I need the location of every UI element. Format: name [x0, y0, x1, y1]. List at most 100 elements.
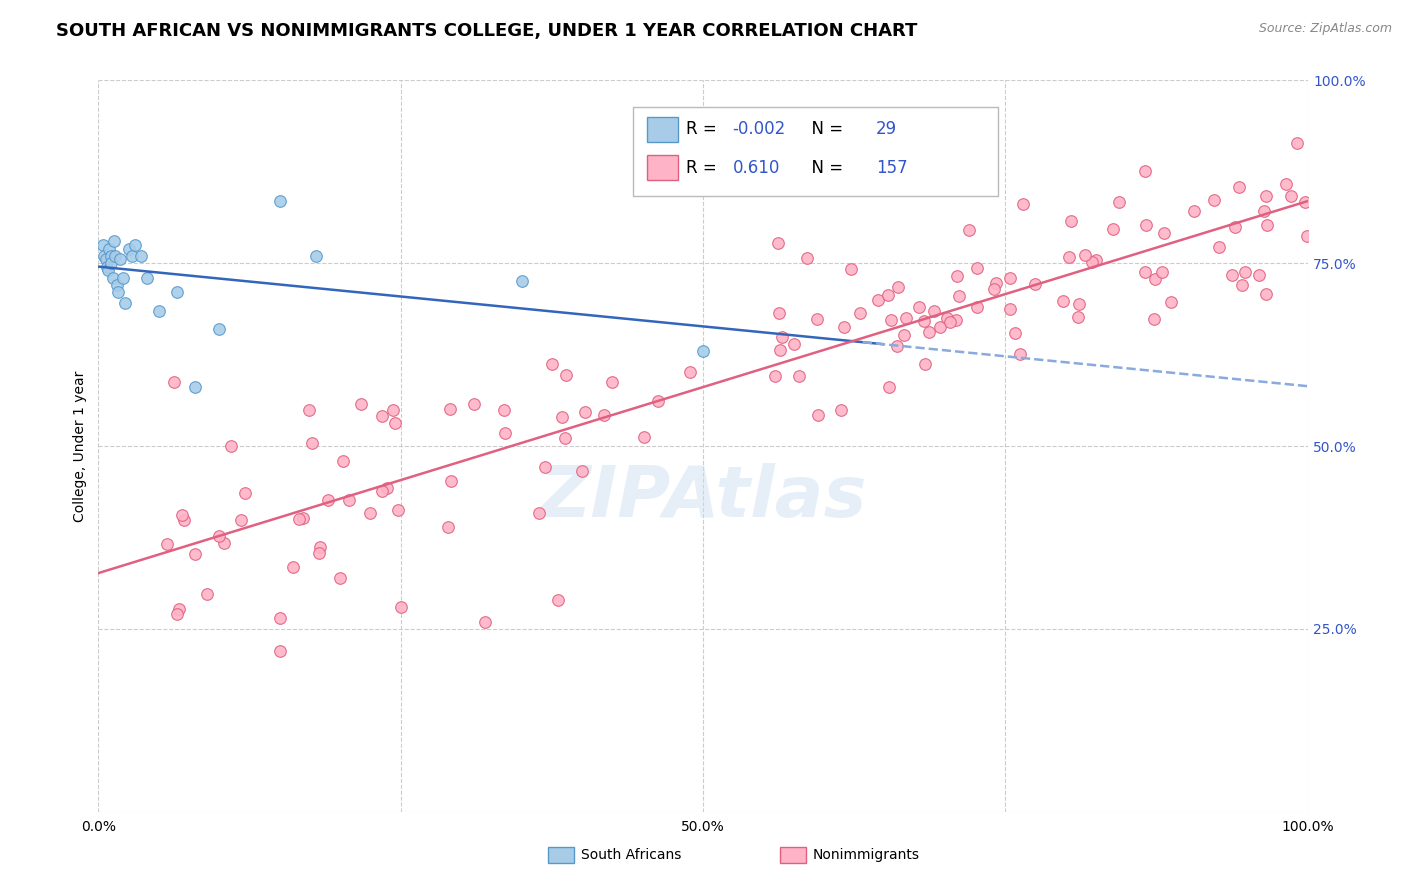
Point: [1052, 293, 1074, 308]
Point: [375, 481, 398, 495]
Point: [97, 263, 120, 277]
Point: [233, 486, 256, 500]
Point: [1004, 326, 1026, 340]
Point: [135, 270, 157, 285]
Point: [1253, 204, 1275, 219]
Point: [111, 270, 134, 285]
Text: 0.610: 0.610: [733, 159, 780, 177]
Point: [1233, 265, 1256, 279]
Point: [208, 322, 231, 336]
Point: [529, 506, 551, 520]
Point: [101, 270, 124, 285]
Point: [301, 436, 323, 450]
Point: [308, 546, 330, 560]
Point: [908, 301, 931, 315]
Point: [1254, 286, 1277, 301]
Point: [929, 319, 952, 334]
Point: [763, 369, 786, 384]
Text: R =: R =: [686, 120, 723, 138]
Point: [1294, 194, 1316, 209]
Point: [382, 402, 405, 417]
Point: [173, 513, 195, 527]
Point: [100, 256, 122, 270]
Point: [593, 408, 616, 422]
Point: [783, 337, 806, 351]
Point: [98, 242, 121, 256]
Point: [337, 492, 360, 507]
Point: [359, 506, 381, 520]
Point: [1222, 268, 1244, 282]
Point: [114, 296, 136, 310]
Text: N =: N =: [801, 120, 849, 138]
Point: [370, 484, 392, 499]
Point: [633, 429, 655, 443]
Point: [768, 306, 790, 320]
Point: [1135, 219, 1157, 233]
Point: [1012, 196, 1035, 211]
Point: [912, 314, 935, 328]
Point: [1249, 268, 1271, 282]
Point: [571, 465, 593, 479]
Point: [167, 602, 190, 616]
Point: [221, 440, 243, 454]
Point: [555, 368, 578, 382]
Point: [770, 329, 793, 343]
Point: [166, 285, 188, 300]
Point: [896, 310, 918, 325]
Point: [329, 571, 352, 585]
Point: [769, 343, 792, 357]
Point: [269, 644, 291, 658]
Point: [184, 547, 207, 561]
Point: [104, 249, 127, 263]
Text: ZIPAtlas: ZIPAtlas: [538, 463, 868, 532]
Point: [1069, 297, 1091, 311]
Point: [436, 520, 458, 534]
Point: [868, 293, 890, 308]
Point: [1133, 164, 1156, 178]
Y-axis label: College, Under 1 year: College, Under 1 year: [73, 370, 87, 522]
Point: [849, 305, 872, 319]
Text: R =: R =: [686, 159, 723, 177]
Point: [156, 537, 179, 551]
Point: [887, 280, 910, 294]
Point: [269, 194, 291, 208]
Point: [806, 312, 828, 326]
Point: [1227, 180, 1250, 194]
Point: [839, 262, 862, 277]
Point: [1295, 228, 1317, 243]
Text: SOUTH AFRICAN VS NONIMMIGRANTS COLLEGE, UNDER 1 YEAR CORRELATION CHART: SOUTH AFRICAN VS NONIMMIGRANTS COLLEGE, …: [56, 22, 918, 40]
Point: [148, 303, 170, 318]
Point: [94, 252, 117, 267]
Point: [554, 432, 576, 446]
Point: [1067, 310, 1090, 325]
Point: [474, 615, 496, 629]
Point: [1143, 312, 1166, 326]
Point: [1108, 195, 1130, 210]
Point: [966, 300, 988, 314]
Text: 29: 29: [876, 120, 897, 138]
Text: South Africans: South Africans: [581, 847, 681, 862]
Point: [494, 425, 516, 440]
Point: [93, 249, 115, 263]
Point: [1060, 214, 1083, 228]
Point: [1285, 136, 1308, 150]
Point: [195, 587, 218, 601]
Text: Nonimmigrants: Nonimmigrants: [813, 847, 920, 862]
Point: [124, 238, 146, 252]
Point: [1182, 203, 1205, 218]
Point: [551, 410, 574, 425]
Point: [1081, 255, 1104, 269]
Point: [172, 508, 194, 522]
Point: [983, 282, 1005, 296]
Point: [957, 223, 980, 237]
Point: [184, 380, 207, 394]
Point: [440, 474, 463, 488]
Point: [1135, 265, 1157, 279]
Text: -0.002: -0.002: [733, 120, 786, 138]
Point: [1084, 253, 1107, 268]
Point: [292, 510, 315, 524]
Point: [1008, 347, 1031, 361]
Point: [163, 376, 186, 390]
Point: [647, 394, 669, 409]
Point: [1152, 265, 1174, 279]
